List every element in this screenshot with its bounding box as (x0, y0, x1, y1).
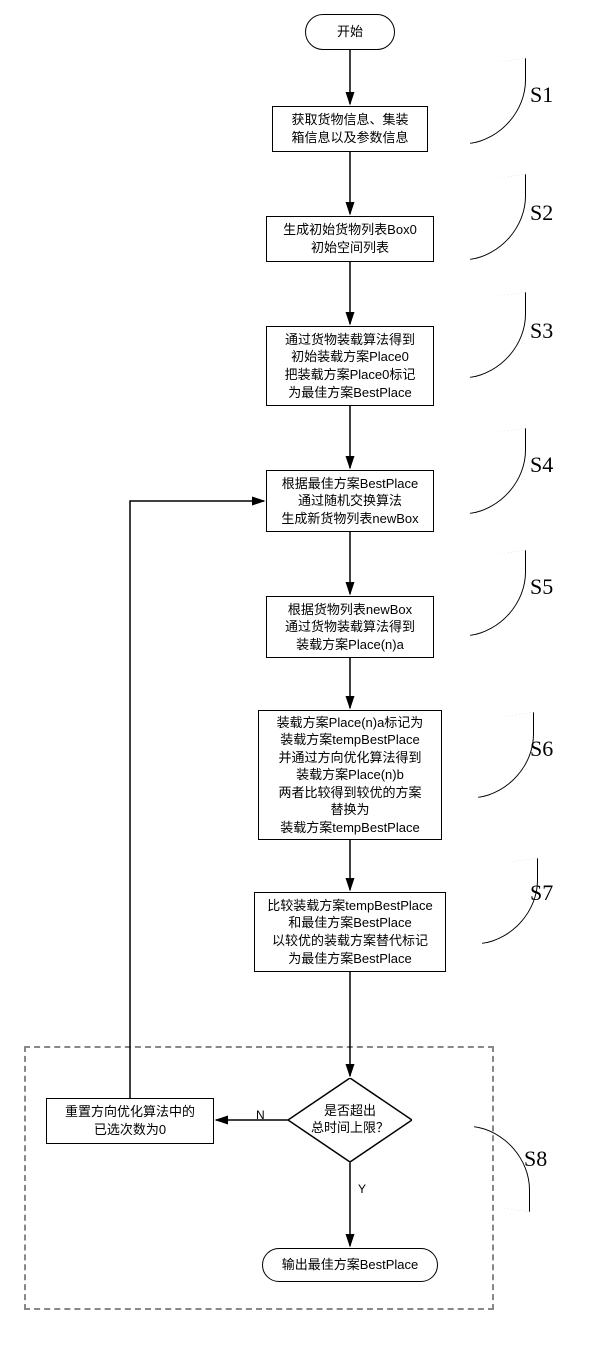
curve-s2 (470, 174, 526, 260)
node-output: 输出最佳方案BestPlace (262, 1248, 438, 1282)
node-reset: 重置方向优化算法中的 已选次数为0 (46, 1098, 214, 1144)
branch-yes: Y (358, 1182, 366, 1196)
branch-no: N (256, 1108, 265, 1122)
decision-node: 是否超出 总时间上限？ (288, 1078, 412, 1162)
label-s1: S1 (530, 82, 553, 108)
node-s4: 根据最佳方案BestPlace 通过随机交换算法 生成新货物列表newBox (266, 470, 434, 532)
node-s3: 通过货物装载算法得到 初始装载方案Place0 把装载方案Place0标记 为最… (266, 326, 434, 406)
node-s6: 装载方案Place(n)a标记为 装载方案tempBestPlace 并通过方向… (258, 710, 442, 840)
label-s5: S5 (530, 574, 553, 600)
curve-s1 (470, 58, 526, 144)
curve-s5 (470, 550, 526, 636)
label-s3: S3 (530, 318, 553, 344)
node-s2: 生成初始货物列表Box0 初始空间列表 (266, 216, 434, 262)
node-s5: 根据货物列表newBox 通过货物装载算法得到 装载方案Place(n)a (266, 596, 434, 658)
curve-s7 (482, 858, 538, 944)
label-s4: S4 (530, 452, 553, 478)
curve-s8 (474, 1126, 530, 1212)
node-s7: 比较装载方案tempBestPlace 和最佳方案BestPlace 以较优的装… (254, 892, 446, 972)
curve-s3 (470, 292, 526, 378)
node-s1: 获取货物信息、集装 箱信息以及参数信息 (272, 106, 428, 152)
flowchart-canvas: 开始 获取货物信息、集装 箱信息以及参数信息 生成初始货物列表Box0 初始空间… (0, 0, 612, 1353)
label-s8: S8 (524, 1146, 547, 1172)
decision-label: 是否超出 总时间上限？ (288, 1078, 412, 1162)
curve-s4 (470, 428, 526, 514)
start-node: 开始 (305, 14, 395, 50)
label-s2: S2 (530, 200, 553, 226)
curve-s6 (478, 712, 534, 798)
